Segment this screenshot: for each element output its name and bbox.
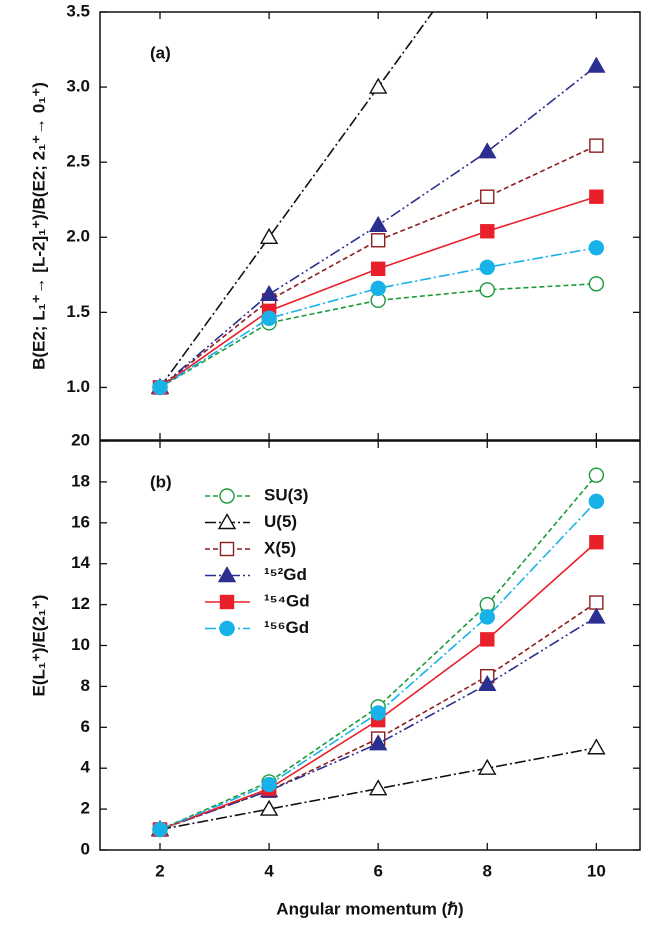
legend-label: SU(3) xyxy=(264,485,308,504)
marker xyxy=(370,705,386,721)
y-tick-label: 8 xyxy=(81,676,90,695)
marker xyxy=(259,227,279,244)
marker xyxy=(589,535,604,550)
series-line xyxy=(159,283,597,389)
legend-label: ¹⁵⁴Gd xyxy=(264,591,310,610)
series-line xyxy=(159,616,597,831)
x-tick-label: 4 xyxy=(264,861,274,880)
legend-marker xyxy=(217,566,237,583)
y-tick-label: 14 xyxy=(71,553,90,572)
y-tick-label: 2 xyxy=(81,799,90,818)
marker xyxy=(479,259,495,275)
series-line xyxy=(159,12,434,388)
marker xyxy=(587,738,606,755)
legend-label: ¹⁵²Gd xyxy=(264,565,307,584)
marker xyxy=(478,142,497,159)
marker xyxy=(587,56,606,73)
x-tick-label: 10 xyxy=(587,861,606,880)
marker xyxy=(152,821,168,838)
y-tick-label: 12 xyxy=(71,594,90,613)
marker xyxy=(588,276,605,292)
marker xyxy=(480,632,495,647)
y-tick-label: 16 xyxy=(71,512,90,531)
marker xyxy=(588,240,605,256)
marker xyxy=(370,261,386,276)
marker xyxy=(478,674,497,692)
marker xyxy=(370,233,386,248)
marker xyxy=(368,779,388,796)
marker xyxy=(589,189,604,204)
plot-frame xyxy=(99,440,641,851)
y-axis-label: E(L₁⁺)/E(2₁⁺) xyxy=(29,595,48,697)
y-tick-label: 3.5 xyxy=(66,1,90,20)
legend-marker xyxy=(219,594,235,610)
marker xyxy=(589,595,604,610)
marker xyxy=(588,493,605,510)
marker xyxy=(588,467,605,483)
y-tick-label: 18 xyxy=(71,471,90,490)
marker xyxy=(370,280,386,297)
x-axis-label: Angular momentum (ℏ) xyxy=(276,899,463,918)
plot-area xyxy=(150,12,606,396)
legend-marker xyxy=(217,513,237,530)
marker xyxy=(152,379,168,396)
plot-frame xyxy=(99,11,641,441)
marker xyxy=(480,189,495,204)
marker xyxy=(261,776,277,793)
y-tick-label: 0 xyxy=(81,839,90,858)
marker xyxy=(259,799,279,816)
y-tick-label: 2.5 xyxy=(66,152,90,171)
marker xyxy=(479,609,495,625)
legend-marker xyxy=(219,541,235,557)
legend-label: U(5) xyxy=(264,512,297,531)
y-tick-label: 3.0 xyxy=(66,77,90,96)
panel-label: (b) xyxy=(150,472,172,491)
legend-marker xyxy=(219,620,235,637)
marker xyxy=(587,607,606,624)
legend-label: X(5) xyxy=(264,538,296,557)
plot-area xyxy=(150,467,606,838)
marker xyxy=(589,138,604,153)
marker xyxy=(368,77,388,94)
panel-label: (a) xyxy=(150,43,171,62)
marker xyxy=(368,734,388,751)
y-tick-label: 6 xyxy=(81,717,90,736)
y-tick-label: 4 xyxy=(81,758,91,777)
marker xyxy=(261,310,277,327)
legend-label: ¹⁵⁶Gd xyxy=(264,618,309,637)
x-tick-label: 2 xyxy=(155,861,164,880)
y-tick-label: 2.0 xyxy=(66,227,90,246)
x-tick-label: 8 xyxy=(483,861,492,880)
marker xyxy=(368,215,388,232)
y-tick-label: 1.0 xyxy=(66,377,90,396)
y-axis-label: B(E2; L₁⁺→ [L-2]₁⁺)/B(E2; 2₁⁺→ 0₁⁺) xyxy=(29,82,48,370)
marker xyxy=(478,758,497,775)
marker xyxy=(259,284,279,302)
y-tick-label: 10 xyxy=(71,635,90,654)
x-tick-label: 6 xyxy=(373,861,382,880)
y-tick-label: 1.5 xyxy=(66,302,90,321)
marker xyxy=(479,282,495,298)
series-line xyxy=(159,746,597,831)
y-tick-label: 20 xyxy=(71,430,90,449)
marker xyxy=(480,224,495,239)
legend-marker xyxy=(219,488,235,504)
